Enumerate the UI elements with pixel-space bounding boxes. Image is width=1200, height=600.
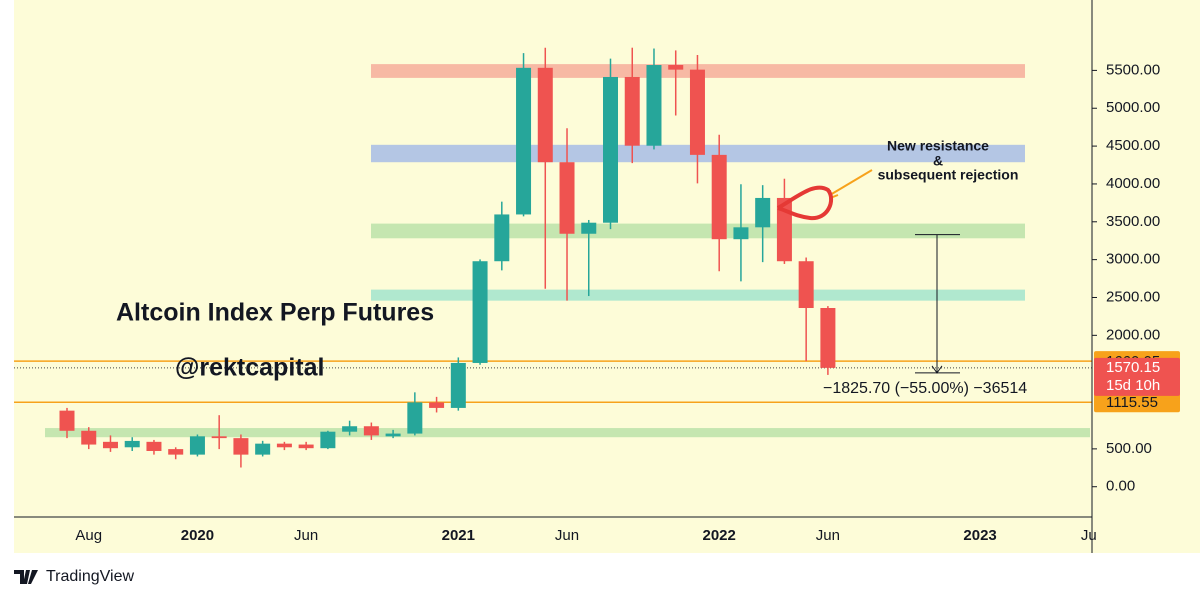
candle-body — [276, 443, 292, 448]
candle-body — [59, 410, 75, 431]
y-tick-label: 5000.00 — [1106, 99, 1160, 116]
rejection-loop — [776, 185, 834, 221]
candle-body — [494, 214, 510, 262]
y-tick-label: 3000.00 — [1106, 251, 1160, 268]
candle-body — [211, 436, 227, 439]
candle-body — [385, 433, 401, 437]
candle-body — [820, 308, 836, 368]
brand-name: TradingView — [46, 568, 134, 585]
candle-body — [363, 426, 379, 436]
countdown-label: 15d 10h — [1106, 377, 1160, 394]
candle-body — [124, 440, 140, 448]
x-tick-label: 2023 — [963, 527, 996, 544]
candle-body — [429, 402, 445, 408]
candle-body — [711, 154, 727, 240]
candle-body — [516, 67, 532, 215]
x-tick-label: Jun — [555, 527, 579, 544]
candle-body — [189, 436, 205, 455]
candle-body — [603, 76, 618, 223]
candle-body — [798, 261, 814, 309]
annotation-arrow — [829, 169, 873, 196]
candle-body — [298, 444, 314, 449]
candle-body — [320, 431, 336, 449]
annotation-line: New resistance — [887, 138, 989, 154]
candle-body — [255, 443, 271, 455]
candle-body — [342, 426, 358, 432]
brand: TradingView — [14, 568, 134, 585]
candle-body — [668, 65, 684, 70]
annotation-line: & — [933, 153, 943, 169]
candle-body — [102, 441, 118, 449]
candle-body — [450, 362, 466, 408]
candle-body — [581, 222, 597, 234]
y-tick-label: 2000.00 — [1106, 326, 1160, 343]
y-tick-label: 4500.00 — [1106, 137, 1160, 154]
x-tick-label: 2020 — [181, 527, 214, 544]
y-tick-label: 2500.00 — [1106, 288, 1160, 305]
x-tick-label: Aug — [75, 527, 102, 544]
measure-arrowhead — [931, 365, 943, 374]
candle-body — [233, 438, 249, 455]
candle-body — [733, 227, 749, 240]
y-tick-label: 0.00 — [1106, 478, 1135, 495]
candle-body — [646, 65, 662, 146]
candle-body — [624, 76, 640, 146]
zone — [371, 223, 1025, 239]
x-tick-label: Jun — [294, 527, 318, 544]
y-tick-label: 4000.00 — [1106, 175, 1160, 192]
chart-subtitle: @rektcapital — [175, 354, 324, 382]
candle-body — [407, 402, 423, 434]
x-tick-label: Jun — [816, 527, 840, 544]
candle-body — [168, 449, 184, 455]
candle-body — [755, 197, 771, 228]
y-tick-label: 3500.00 — [1106, 213, 1160, 230]
x-tick-label: 2021 — [442, 527, 475, 544]
y-tick-label: 500.00 — [1106, 440, 1152, 457]
plot — [14, 47, 1092, 468]
candle-body — [559, 162, 575, 234]
last-price-label: 1570.15 — [1106, 359, 1160, 376]
measure-label: −1825.70 (−55.00%) −36514 — [823, 380, 1027, 397]
chart-title: Altcoin Index Perp Futures — [116, 299, 434, 327]
x-tick-label: Ju — [1081, 527, 1097, 544]
y-tick-label: 5500.00 — [1106, 61, 1160, 78]
candle-body — [537, 67, 553, 163]
x-tick-label: 2022 — [703, 527, 736, 544]
last-price-tag — [1094, 357, 1180, 396]
brand-logo — [14, 570, 38, 584]
zone — [371, 289, 1025, 301]
candle-body — [81, 430, 97, 445]
candle-body — [689, 69, 705, 155]
annotation-line: subsequent rejection — [878, 167, 1019, 183]
candle-body — [146, 441, 162, 451]
price-tag — [1094, 392, 1180, 413]
candle-body — [472, 261, 488, 363]
zone — [45, 428, 1090, 438]
price-tag-label: 1115.55 — [1106, 394, 1158, 411]
